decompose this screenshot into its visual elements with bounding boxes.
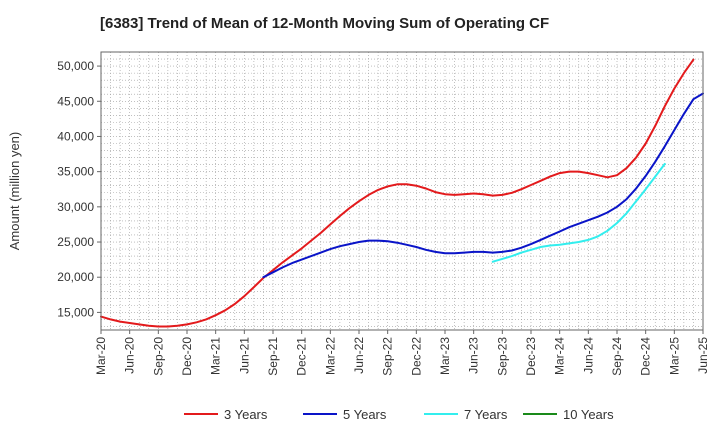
x-tick-label: Mar-24	[553, 337, 567, 375]
x-tick-label: Jun-25	[696, 337, 710, 374]
series-lines	[100, 58, 704, 328]
x-tick-label: Sep-20	[151, 337, 165, 376]
y-axis-label: Amount (million yen)	[7, 132, 22, 251]
legend: 3 Years 5 Years 7 Years 10 Years	[184, 407, 614, 422]
x-tick-label: Mar-20	[94, 337, 108, 375]
x-tick-label: Jun-21	[237, 337, 251, 374]
x-tick-label: Sep-24	[610, 337, 624, 376]
x-tick-label: Sep-21	[266, 337, 280, 376]
y-tick-label: 30,000	[57, 200, 94, 214]
x-tick-label: Jun-24	[581, 337, 595, 374]
x-tick-label: Mar-22	[323, 337, 337, 375]
legend-label: 5 Years	[343, 407, 387, 422]
series-line-5-years	[262, 92, 704, 279]
x-tick-label: Jun-22	[352, 337, 366, 374]
legend-label: 10 Years	[563, 407, 614, 422]
x-tick-label: Sep-23	[495, 337, 509, 376]
grid-lines	[100, 51, 704, 330]
y-tick-label: 15,000	[57, 305, 94, 319]
x-tick-label: Sep-22	[381, 337, 395, 376]
plot-frame	[100, 51, 704, 331]
y-tick-label: 35,000	[57, 165, 94, 179]
x-tick-label: Mar-21	[209, 337, 223, 375]
x-tick-label: Dec-21	[295, 337, 309, 376]
x-tick-label: Dec-20	[180, 337, 194, 376]
x-tick-label: Jun-20	[123, 337, 137, 374]
x-tick-label: Dec-23	[524, 337, 538, 376]
y-tick-label: 25,000	[57, 235, 94, 249]
legend-label: 7 Years	[464, 407, 508, 422]
series-line-3-years	[100, 58, 695, 328]
x-tick-label: Jun-23	[467, 337, 481, 374]
y-tick-label: 50,000	[57, 59, 94, 73]
axes: 15,000 20,000 25,000 30,000 35,000 40,000 45,0…	[57, 51, 710, 376]
x-tick-label: Mar-23	[438, 337, 452, 375]
x-tick-label: Dec-22	[409, 337, 423, 376]
chart-title: [6383] Trend of Mean of 12-Month Moving …	[100, 15, 549, 32]
x-tick-label: Mar-25	[667, 337, 681, 375]
x-tick-label: Dec-24	[639, 337, 653, 376]
series-line-7-years	[491, 162, 666, 263]
legend-label: 3 Years	[224, 407, 268, 422]
y-tick-label: 45,000	[57, 94, 94, 108]
y-tick-label: 40,000	[57, 129, 94, 143]
y-tick-label: 20,000	[57, 270, 94, 284]
